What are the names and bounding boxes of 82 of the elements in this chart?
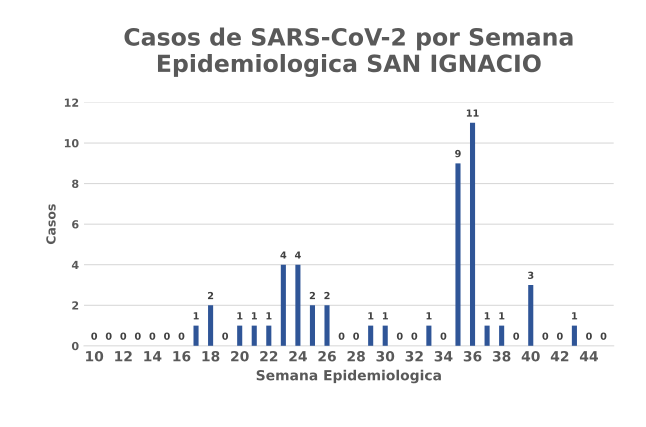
data-label: 1 <box>252 312 257 320</box>
data-label: 1 <box>499 312 504 320</box>
x-tick-label: 26 <box>318 350 336 362</box>
bar <box>280 264 286 346</box>
data-label: 4 <box>294 251 301 259</box>
data-label: 1 <box>572 312 578 320</box>
data-label: 0 <box>353 332 360 340</box>
data-label: 0 <box>120 332 126 340</box>
data-label: 0 <box>338 332 344 340</box>
y-axis-title: Casos <box>46 204 56 244</box>
bar <box>470 122 476 346</box>
bar <box>237 326 242 346</box>
bar <box>426 326 432 346</box>
data-label: 2 <box>208 292 214 300</box>
x-tick-label: 22 <box>260 350 278 362</box>
data-label: 0 <box>164 332 170 340</box>
data-label: 0 <box>440 332 446 340</box>
y-tick-label: 0 <box>72 342 79 350</box>
x-tick-label: 38 <box>492 350 510 362</box>
bar <box>484 326 490 346</box>
x-tick-label: 18 <box>202 350 220 362</box>
data-label: 0 <box>91 332 98 340</box>
data-label: 0 <box>542 332 548 340</box>
data-label: 9 <box>455 150 461 158</box>
data-label: 0 <box>411 332 418 340</box>
bar <box>528 285 534 346</box>
x-tick-label: 32 <box>406 350 423 362</box>
x-tick-label: 10 <box>86 350 104 362</box>
data-label: 0 <box>396 332 403 340</box>
x-tick-label: 40 <box>522 350 540 362</box>
x-tick-label: 28 <box>348 350 365 362</box>
x-tick-label: 14 <box>144 351 162 362</box>
data-label: 0 <box>556 332 563 340</box>
bar <box>295 264 300 346</box>
data-label: 2 <box>310 292 315 300</box>
x-tick-label: 36 <box>464 350 482 362</box>
data-label: 2 <box>324 292 330 300</box>
chart-title: Casos de SARS-CoV-2 por Semana Epidemiologica SAN IGNACIO <box>124 28 573 78</box>
data-label: 1 <box>382 312 388 320</box>
y-tick-label: 4 <box>72 260 79 269</box>
bar <box>382 326 388 346</box>
x-axis-title: Semana Epidemiologica <box>256 370 441 384</box>
data-label: 1 <box>194 312 199 320</box>
x-tick-label: 44 <box>580 351 598 362</box>
data-label: 0 <box>600 332 606 340</box>
bar <box>324 305 330 346</box>
data-label: 0 <box>149 332 156 340</box>
bar <box>499 326 504 346</box>
bar <box>455 163 461 346</box>
bar <box>310 305 316 346</box>
y-tick-label: 6 <box>72 220 79 229</box>
x-tick-label: 30 <box>376 350 394 362</box>
data-label: 3 <box>528 272 534 279</box>
x-tick-label: 34 <box>434 350 452 362</box>
y-tick-label: 10 <box>64 139 79 148</box>
x-tick-label: 16 <box>173 350 190 362</box>
bar <box>368 326 374 346</box>
bar <box>252 326 257 346</box>
data-label: 0 <box>513 332 520 340</box>
data-label: 1 <box>426 312 432 320</box>
y-tick-label: 12 <box>64 98 78 107</box>
data-label: 1 <box>266 312 272 320</box>
data-label: 1 <box>484 312 490 320</box>
x-tick-label: 24 <box>289 350 307 362</box>
y-tick-label: 8 <box>72 180 78 188</box>
bar <box>572 326 577 346</box>
data-label: 0 <box>222 332 228 340</box>
x-tick-label: 20 <box>231 350 249 362</box>
bar <box>193 326 199 346</box>
data-label: 0 <box>106 332 112 340</box>
x-tick-label: 12 <box>115 350 132 362</box>
data-label: 0 <box>178 332 184 340</box>
data-label: 1 <box>237 312 242 320</box>
data-label: 11 <box>466 109 479 117</box>
x-tick-label: 42 <box>550 350 568 362</box>
data-label: 0 <box>586 332 592 340</box>
bar <box>208 305 214 346</box>
bar <box>266 326 272 346</box>
data-label: 1 <box>368 312 374 320</box>
y-tick-label: 2 <box>72 301 78 310</box>
data-label: 0 <box>134 332 141 340</box>
data-label: 4 <box>280 251 286 259</box>
